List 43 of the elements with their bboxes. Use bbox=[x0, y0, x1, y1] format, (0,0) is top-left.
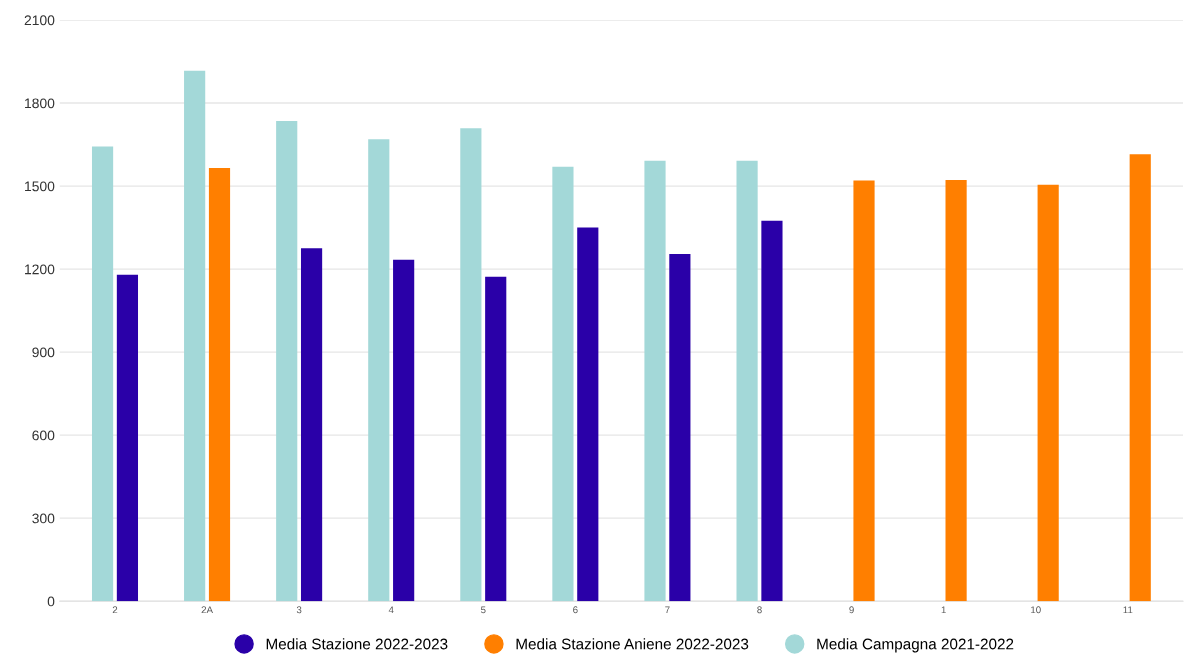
y-tick-label: 600 bbox=[32, 430, 55, 441]
bar bbox=[1037, 184, 1059, 602]
y-tick-label: 1200 bbox=[25, 264, 55, 275]
x-tick-label: 11 bbox=[1123, 606, 1133, 614]
x-tick-label: 4 bbox=[388, 606, 394, 614]
y-tick-label: 2100 bbox=[24, 15, 55, 26]
x-tick-label: 2A bbox=[201, 606, 213, 614]
bar bbox=[460, 128, 482, 602]
x-tick-label: 1 bbox=[941, 606, 946, 614]
bar bbox=[276, 121, 298, 602]
x-tick-label: 9 bbox=[849, 606, 854, 614]
bar bbox=[91, 146, 114, 602]
y-tick-label: 1500 bbox=[25, 181, 55, 192]
y-tick-label: 1800 bbox=[25, 98, 55, 109]
y-tick-label: 300 bbox=[32, 513, 55, 524]
bar bbox=[644, 160, 666, 602]
bar bbox=[368, 139, 390, 602]
bar bbox=[485, 276, 507, 602]
x-tick-label: 6 bbox=[573, 606, 578, 614]
bar bbox=[208, 168, 231, 602]
bar bbox=[853, 180, 875, 602]
bar bbox=[577, 227, 599, 602]
bar bbox=[736, 160, 758, 602]
bar bbox=[669, 253, 691, 602]
legend-label: Media Stazione 2022-2023 bbox=[266, 638, 448, 650]
bar bbox=[945, 180, 967, 602]
bar bbox=[116, 274, 139, 602]
legend-label: Media Campagna 2021-2022 bbox=[817, 638, 1014, 653]
bar bbox=[184, 70, 206, 602]
bar bbox=[393, 259, 415, 602]
x-tick-label: 2 bbox=[112, 606, 118, 614]
bar bbox=[300, 248, 323, 602]
x-tick-label: 7 bbox=[665, 606, 670, 614]
bar bbox=[1129, 154, 1151, 602]
x-tick-label: 3 bbox=[296, 606, 302, 614]
x-tick-label: 10 bbox=[1031, 606, 1041, 614]
x-tick-label: 5 bbox=[480, 606, 486, 614]
y-tick-label: 900 bbox=[32, 347, 55, 358]
legend-label: Media Stazione Aniene 2022-2023 bbox=[516, 638, 749, 650]
x-tick-label: 8 bbox=[757, 606, 762, 614]
bar bbox=[552, 166, 574, 602]
bar bbox=[761, 220, 783, 602]
y-tick-label: 0 bbox=[47, 596, 55, 607]
